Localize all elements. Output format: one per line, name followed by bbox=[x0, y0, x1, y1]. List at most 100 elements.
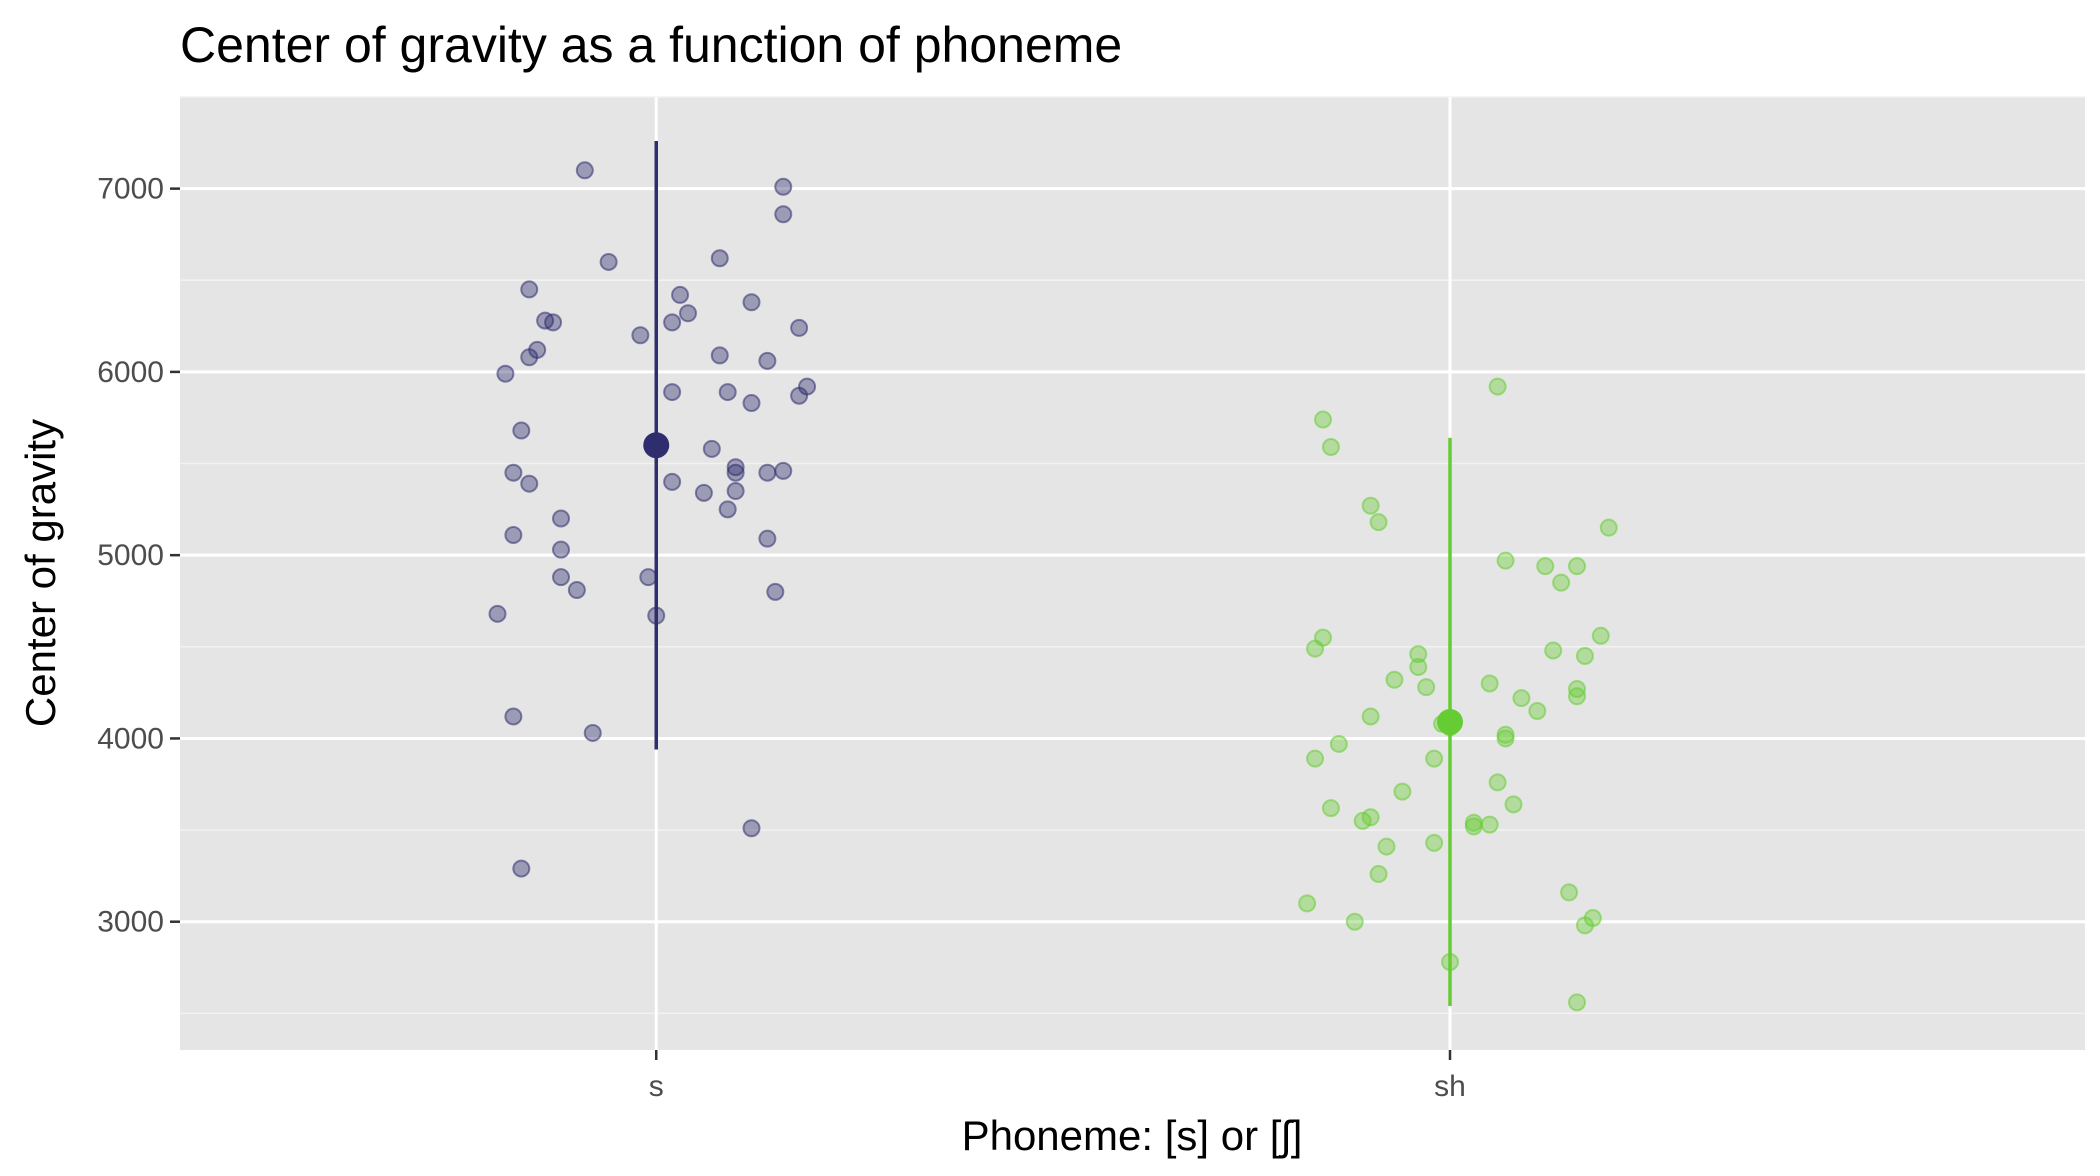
data-point-sh bbox=[1353, 811, 1372, 830]
data-point-sh bbox=[1496, 551, 1515, 570]
data-point-sh bbox=[1361, 496, 1380, 515]
data-point-sh bbox=[1568, 557, 1586, 576]
data-point-sh bbox=[1488, 773, 1507, 792]
data-point-sh bbox=[1321, 438, 1340, 457]
data-point-sh bbox=[1425, 749, 1444, 768]
data-point-sh bbox=[1568, 993, 1586, 1012]
data-point-sh bbox=[1544, 641, 1563, 660]
data-point-s bbox=[567, 580, 586, 599]
data-point-s bbox=[552, 568, 570, 587]
y-tick-label: 5000 bbox=[97, 539, 164, 572]
x-axis: s sh bbox=[649, 1050, 1466, 1103]
y-tick-label: 4000 bbox=[97, 722, 164, 755]
data-point-sh bbox=[1385, 670, 1404, 689]
gridlines bbox=[180, 96, 2085, 1050]
data-point-s bbox=[710, 346, 729, 365]
data-point-s bbox=[504, 707, 523, 726]
data-point-sh bbox=[1417, 678, 1436, 697]
mean-point-s bbox=[643, 432, 670, 459]
data-point-s bbox=[679, 304, 697, 323]
data-point-s bbox=[774, 205, 793, 224]
data-point-s bbox=[552, 509, 570, 528]
data-point-s bbox=[702, 439, 721, 458]
data-point-s bbox=[718, 500, 737, 519]
data-point-s bbox=[726, 458, 745, 477]
data-point-sh bbox=[1528, 701, 1547, 720]
data-point-sh bbox=[1568, 687, 1586, 706]
data-point-sh bbox=[1480, 815, 1499, 834]
data-point-sh bbox=[1575, 916, 1594, 935]
data-point-s bbox=[726, 482, 745, 501]
data-point-sh bbox=[1321, 799, 1340, 818]
data-point-s bbox=[599, 252, 618, 271]
y-axis: 3000 4000 5000 6000 7000 bbox=[97, 173, 180, 939]
data-point-sh bbox=[1599, 518, 1618, 537]
data-point-s bbox=[575, 161, 594, 180]
data-point-s bbox=[496, 364, 515, 383]
data-point-sh bbox=[1488, 377, 1507, 396]
data-point-s bbox=[718, 383, 737, 402]
data-point-sh bbox=[1314, 410, 1332, 429]
data-point-s bbox=[663, 472, 682, 491]
data-point-s bbox=[742, 819, 761, 838]
data-point-sh bbox=[1575, 646, 1594, 665]
data-point-s bbox=[758, 529, 777, 548]
data-point-s bbox=[663, 313, 682, 332]
x-tick-label: s bbox=[649, 1070, 664, 1103]
data-point-sh bbox=[1298, 894, 1317, 913]
data-point-s bbox=[544, 313, 563, 332]
mean-point-sh bbox=[1437, 708, 1463, 735]
data-point-sh bbox=[1512, 689, 1531, 708]
data-point-s bbox=[742, 293, 761, 312]
data-point-s bbox=[552, 540, 570, 559]
data-point-sh bbox=[1329, 734, 1348, 753]
data-point-s bbox=[790, 318, 809, 337]
data-point-s bbox=[639, 568, 658, 587]
data-point-s bbox=[790, 386, 809, 405]
data-point-sh bbox=[1480, 674, 1499, 693]
data-point-s bbox=[520, 474, 539, 493]
data-point-sh bbox=[1306, 749, 1325, 768]
y-tick-label: 3000 bbox=[97, 906, 164, 939]
x-axis-title: Phoneme: [s] or [ʃ] bbox=[962, 1112, 1303, 1159]
data-point-s bbox=[671, 285, 690, 304]
data-point-sh bbox=[1345, 912, 1364, 931]
y-tick-label: 6000 bbox=[97, 356, 164, 389]
data-point-s bbox=[758, 463, 777, 482]
data-point-sh bbox=[1369, 865, 1388, 884]
y-axis-title: Center of gravity bbox=[17, 419, 64, 727]
data-point-sh bbox=[1377, 837, 1396, 856]
data-point-s bbox=[512, 421, 531, 440]
data-point-sh bbox=[1560, 883, 1579, 902]
data-point-sh bbox=[1504, 795, 1523, 814]
data-point-s bbox=[504, 463, 523, 482]
data-point-sh bbox=[1361, 707, 1380, 726]
data-point-s bbox=[710, 249, 729, 268]
data-point-s bbox=[766, 582, 785, 601]
data-point-sh bbox=[1464, 817, 1483, 836]
data-point-sh bbox=[1306, 639, 1325, 658]
data-point-sh bbox=[1536, 557, 1555, 576]
data-point-sh bbox=[1591, 626, 1610, 645]
data-point-s bbox=[742, 394, 761, 413]
plot-panel bbox=[180, 97, 2085, 1050]
data-point-s bbox=[663, 383, 682, 402]
data-point-s bbox=[520, 280, 539, 299]
data-point-s bbox=[774, 177, 793, 196]
data-point-s bbox=[631, 326, 650, 345]
data-point-s bbox=[726, 463, 745, 482]
data-point-sh bbox=[1496, 729, 1515, 748]
data-point-s bbox=[512, 859, 531, 878]
data-point-s bbox=[694, 483, 713, 502]
data-point-sh bbox=[1409, 657, 1428, 676]
data-point-sh bbox=[1369, 513, 1388, 532]
data-point-s bbox=[583, 723, 602, 742]
data-point-sh bbox=[1552, 573, 1571, 592]
chart-title: Center of gravity as a function of phone… bbox=[180, 17, 1122, 73]
data-point-s bbox=[520, 348, 539, 367]
data-point-s bbox=[774, 461, 793, 480]
data-point-sh bbox=[1425, 833, 1444, 852]
data-point-s bbox=[504, 526, 523, 545]
data-point-s bbox=[488, 604, 507, 623]
